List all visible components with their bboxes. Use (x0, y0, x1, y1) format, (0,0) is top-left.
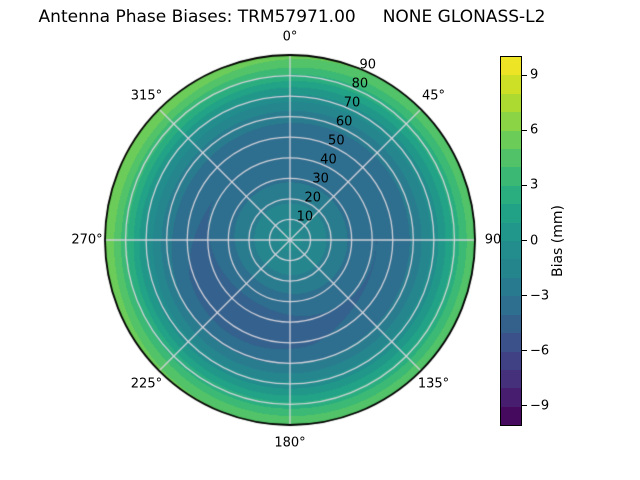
colorbar-tick-label: −3 (530, 288, 550, 304)
colorbar-tick-label: 9 (530, 67, 539, 83)
colorbar-tick (522, 294, 527, 297)
radial-tick-label: 20 (304, 190, 321, 206)
colorbar-band (501, 314, 521, 334)
colorbar-band (501, 57, 521, 76)
colorbar-band (501, 388, 521, 407)
colorbar-band (501, 351, 521, 370)
colorbar (500, 56, 522, 426)
colorbar-tick (522, 74, 527, 77)
colorbar-tick-label: 0 (530, 233, 539, 248)
radial-tick-label: 80 (351, 76, 369, 92)
colorbar-band (501, 333, 521, 352)
colorbar-band (501, 296, 521, 315)
figure-title: Antenna Phase Biases: TRM57971.00 NONE G… (38, 7, 546, 27)
theta-tick-label: 315° (130, 88, 163, 104)
colorbar-tick (522, 349, 527, 352)
colorbar-tick-label: −9 (530, 398, 550, 414)
colorbar-tick (522, 184, 527, 187)
radial-tick-label: 50 (328, 133, 345, 149)
colorbar-tick-label: −6 (530, 343, 550, 359)
polar-contour-plot (100, 50, 480, 430)
theta-tick-label: 270° (71, 232, 103, 248)
colorbar-band (501, 241, 521, 260)
colorbar-band (501, 277, 521, 297)
colorbar-band (501, 406, 521, 426)
colorbar-band (501, 112, 521, 131)
colorbar-tick-label: 6 (530, 122, 539, 138)
colorbar-tick (522, 129, 527, 132)
colorbar-axis-label: Bias (mm) (550, 204, 566, 278)
radial-tick-label: 10 (296, 209, 314, 225)
colorbar-band (501, 185, 521, 205)
colorbar-band (501, 167, 521, 186)
colorbar-band (501, 93, 521, 113)
theta-tick-label: 135° (417, 376, 450, 392)
radial-tick-label: 90 (359, 57, 377, 73)
colorbar-tick (522, 404, 527, 407)
theta-tick-label: 225° (130, 376, 163, 392)
theta-tick-label: 45° (422, 88, 446, 104)
colorbar-tick-label: 3 (530, 177, 539, 193)
colorbar-band (501, 75, 521, 94)
radial-tick-label: 70 (343, 95, 361, 111)
theta-tick-label: 180° (274, 435, 306, 451)
radial-tick-label: 30 (312, 171, 329, 187)
colorbar-tick (522, 239, 527, 242)
radial-tick-label: 60 (335, 114, 353, 130)
colorbar-band (501, 259, 521, 278)
theta-tick-label: 90 (484, 232, 502, 248)
radial-tick-label: 40 (320, 152, 337, 168)
theta-tick-label: 0° (282, 29, 298, 45)
colorbar-band (501, 130, 521, 150)
colorbar-band (501, 369, 521, 389)
colorbar-band (501, 204, 521, 223)
colorbar-band (501, 149, 521, 168)
colorbar-band (501, 222, 521, 242)
